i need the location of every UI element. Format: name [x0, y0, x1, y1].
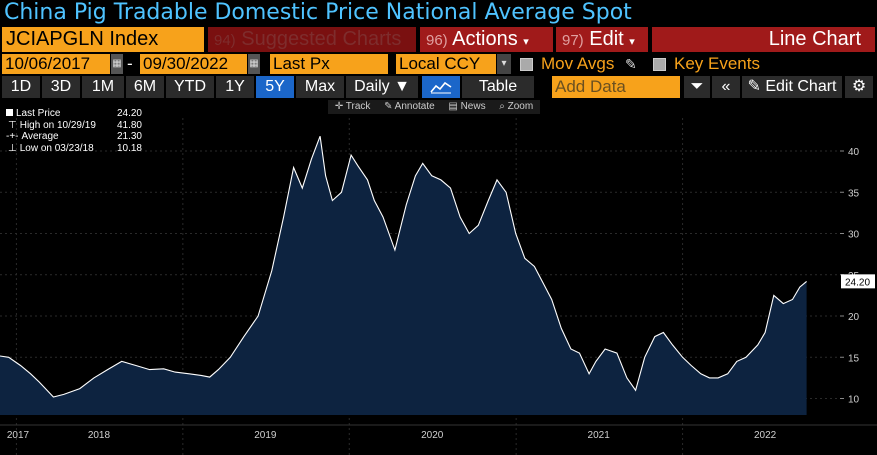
legend-value: 21.30: [116, 131, 142, 142]
chart-title: China Pig Tradable Domestic Price Nation…: [4, 0, 632, 25]
legend-value: 41.80: [116, 119, 142, 131]
frequency-select[interactable]: Daily ▼: [346, 76, 418, 98]
suggested-charts-button[interactable]: 94) Suggested Charts: [208, 27, 416, 52]
end-calendar-icon[interactable]: ▦: [248, 54, 260, 74]
edit-chart-pencil-icon: ✎: [747, 78, 761, 95]
period-1m[interactable]: 1M: [82, 76, 124, 98]
key-events-checkbox[interactable]: [653, 58, 666, 71]
settings-gear-icon[interactable]: ⚙: [845, 76, 873, 98]
ticker-field[interactable]: JCIAPGLN Index: [2, 27, 204, 52]
last-value-label: 24.20: [841, 274, 875, 289]
x-tick-label: 2017: [7, 430, 30, 441]
period-3d[interactable]: 3D: [42, 76, 80, 98]
legend-low: ⊥ Low on 03/23/18 10.18: [6, 143, 142, 155]
line-chart-mode-icon[interactable]: [422, 76, 460, 98]
actions-button[interactable]: 96) Actions ▾: [420, 27, 553, 52]
date-separator: -: [127, 54, 133, 73]
edit-number: 97): [562, 32, 584, 49]
chart-legend: Last Price 24.20 ⊤ High on 10/29/19 41.80 -…: [6, 108, 142, 154]
track-tool[interactable]: ✛ Track: [334, 101, 371, 112]
edit-caret-icon: ▾: [629, 36, 635, 48]
legend-label: Low on 03/23/18: [19, 142, 94, 154]
start-date-field[interactable]: 10/06/2017: [2, 54, 110, 74]
filter-icon[interactable]: ⏷: [684, 76, 710, 98]
x-tick-label: 2021: [588, 430, 611, 441]
last-value-box: [841, 274, 875, 289]
key-events-label[interactable]: Key Events: [674, 54, 760, 73]
zoom-tool[interactable]: ⌕ Zoom: [499, 101, 534, 112]
edit-button[interactable]: 97) Edit ▾: [556, 27, 648, 52]
period-1y[interactable]: 1Y: [216, 76, 254, 98]
y-tick-label: 40: [848, 147, 860, 158]
legend-average: -+- Average 21.30: [6, 131, 142, 143]
currency-dropdown-icon[interactable]: ▾: [497, 54, 511, 74]
zoom-label: Zoom: [507, 101, 534, 112]
x-tick-label: 2018: [88, 430, 111, 441]
legend-swatch: [6, 109, 13, 116]
edit-label: Edit: [589, 28, 624, 50]
table-button[interactable]: Table: [462, 76, 534, 98]
frequency-caret-icon: ▼: [394, 78, 410, 95]
y-tick-label: 35: [848, 188, 860, 199]
series-area: [0, 136, 807, 415]
actions-label: Actions: [452, 28, 518, 50]
period-max[interactable]: Max: [296, 76, 344, 98]
legend-label: Average: [21, 131, 59, 142]
edit-chart-button[interactable]: ✎ Edit Chart: [742, 76, 842, 98]
legend-value: 10.18: [116, 142, 142, 154]
high-marker-icon: ⊤: [8, 119, 17, 131]
x-tick-label: 2020: [421, 430, 444, 441]
suggested-charts-number: 94): [214, 32, 236, 49]
series-line: [0, 136, 807, 398]
annotate-tool[interactable]: ✎ Annotate: [384, 101, 435, 112]
edit-chart-label: Edit Chart: [765, 78, 837, 95]
news-tool[interactable]: ▤ News: [448, 101, 486, 112]
legend-last-price: Last Price 24.20: [6, 108, 142, 120]
x-tick-label: 2022: [754, 430, 777, 441]
chart-tools-bar: ✛ Track ✎ Annotate ▤ News ⌕ Zoom: [328, 100, 540, 114]
price-field-select[interactable]: Last Px: [270, 54, 388, 74]
period-ytd[interactable]: YTD: [166, 76, 214, 98]
frequency-label: Daily: [354, 78, 390, 95]
period-5y[interactable]: 5Y: [256, 76, 294, 98]
mov-avgs-checkbox[interactable]: [520, 58, 533, 71]
y-tick-label: 20: [848, 312, 860, 323]
actions-caret-icon: ▾: [523, 36, 529, 48]
collapse-icon[interactable]: «: [712, 76, 740, 98]
low-marker-icon: ⊥: [8, 142, 17, 154]
period-6m[interactable]: 6M: [126, 76, 164, 98]
pencil-icon[interactable]: ✎: [625, 56, 637, 72]
annotate-label: Annotate: [394, 101, 435, 112]
news-label: News: [460, 101, 486, 112]
suggested-charts-label: Suggested Charts: [241, 28, 402, 50]
add-data-input[interactable]: Add Data: [552, 76, 680, 98]
x-tick-label: 2019: [254, 430, 277, 441]
mov-avgs-label[interactable]: Mov Avgs: [541, 54, 615, 73]
x-axis: 2017 2018 2019 2020 2021 2022: [0, 424, 877, 441]
legend-value: 24.20: [116, 108, 142, 119]
chart-type-button[interactable]: Line Chart: [652, 27, 875, 52]
y-axis: 10152025303540: [840, 147, 860, 406]
y-tick-label: 15: [848, 353, 860, 364]
average-marker-icon: -+-: [6, 131, 19, 142]
last-value-text: 24.20: [845, 277, 870, 288]
actions-number: 96): [426, 32, 448, 49]
y-tick-label: 10: [848, 395, 860, 406]
period-1d[interactable]: 1D: [2, 76, 40, 98]
end-date-field[interactable]: 09/30/2022: [140, 54, 247, 74]
track-label: Track: [345, 101, 371, 112]
legend-label: Last Price: [16, 108, 61, 119]
y-tick-label: 30: [848, 230, 860, 241]
currency-select[interactable]: Local CCY: [396, 54, 496, 74]
legend-high: ⊤ High on 10/29/19 41.80: [6, 120, 142, 132]
start-calendar-icon[interactable]: ▦: [111, 54, 123, 74]
legend-label: High on 10/29/19: [19, 119, 96, 131]
